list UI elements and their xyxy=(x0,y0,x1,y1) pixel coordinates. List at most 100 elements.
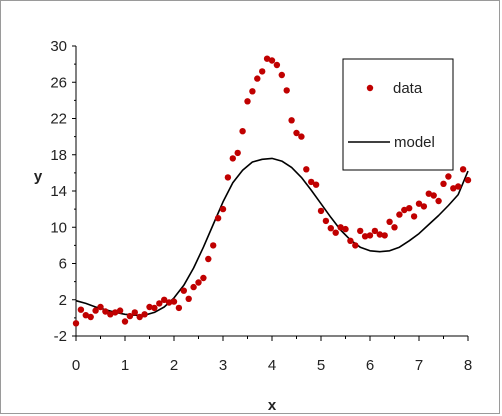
data-point xyxy=(165,299,173,306)
data-point xyxy=(464,176,472,184)
data-point xyxy=(195,279,202,286)
model-line xyxy=(75,157,469,317)
data-point xyxy=(371,227,379,235)
data-point xyxy=(401,206,408,214)
data-point xyxy=(249,88,256,95)
data-point xyxy=(244,98,251,105)
data-point xyxy=(327,225,334,232)
data-point xyxy=(185,295,192,302)
y-tick-label: 10 xyxy=(50,219,67,236)
data-point xyxy=(347,237,354,244)
data-point xyxy=(283,87,290,94)
data-point xyxy=(234,149,241,157)
x-tick-label: 7 xyxy=(415,357,423,374)
data-point xyxy=(352,242,359,249)
data-point xyxy=(332,229,339,236)
y-tick-label: 26 xyxy=(50,74,67,91)
data-point xyxy=(214,215,222,222)
data-point xyxy=(293,129,300,137)
y-tick-label: -2 xyxy=(54,328,67,345)
data-point xyxy=(210,242,217,249)
data-point xyxy=(219,205,227,213)
data-point xyxy=(102,308,109,315)
data-point xyxy=(190,283,197,291)
data-series xyxy=(72,55,472,327)
data-point xyxy=(342,225,349,233)
data-point xyxy=(455,183,462,190)
data-point xyxy=(303,166,310,173)
data-point xyxy=(357,227,364,235)
data-point xyxy=(229,155,236,162)
data-point xyxy=(288,117,295,124)
data-point xyxy=(200,274,207,282)
x-tick-label: 8 xyxy=(464,357,472,374)
data-point xyxy=(126,312,134,320)
model-series xyxy=(75,157,469,317)
data-point xyxy=(450,185,457,192)
data-point xyxy=(263,55,271,62)
x-axis-title: x xyxy=(268,397,277,414)
data-point xyxy=(396,211,403,218)
data-point xyxy=(259,68,266,75)
data-point xyxy=(170,298,178,305)
x-tick-label: 1 xyxy=(121,357,129,374)
data-point xyxy=(205,255,212,263)
data-point xyxy=(361,233,369,240)
data-point xyxy=(366,232,374,239)
data-point xyxy=(239,128,246,135)
data-point xyxy=(322,217,330,225)
data-point xyxy=(391,224,398,231)
data-point xyxy=(97,303,104,311)
data-point xyxy=(180,287,187,294)
data-point xyxy=(116,307,124,314)
data-point xyxy=(131,309,138,316)
data-point xyxy=(381,232,388,239)
data-point xyxy=(435,197,442,205)
x-tick-label: 5 xyxy=(317,357,325,374)
data-point xyxy=(415,200,423,207)
data-point xyxy=(254,75,261,82)
data-point xyxy=(445,173,452,180)
data-point xyxy=(107,311,114,318)
y-tick-label: 18 xyxy=(50,147,67,164)
y-tick-label: 14 xyxy=(50,183,67,200)
data-point xyxy=(82,312,90,319)
legend-data-marker xyxy=(366,84,374,92)
data-point xyxy=(224,174,232,181)
data-point xyxy=(72,320,80,327)
data-point xyxy=(161,296,168,303)
y-tick-label: 2 xyxy=(59,292,67,309)
data-point xyxy=(376,231,383,238)
data-point xyxy=(430,192,437,199)
data-point xyxy=(121,318,129,325)
y-tick-label: 6 xyxy=(59,256,67,273)
data-point xyxy=(112,309,119,316)
x-tick-label: 2 xyxy=(170,357,178,374)
data-point xyxy=(410,213,418,220)
data-point xyxy=(459,166,467,173)
y-tick-label: 22 xyxy=(50,111,67,128)
data-point xyxy=(317,207,325,215)
y-axis-title: y xyxy=(34,168,43,185)
data-point xyxy=(151,304,158,312)
data-point xyxy=(278,71,285,79)
legend-box xyxy=(342,58,454,171)
y-tick-label: 30 xyxy=(50,38,67,55)
data-point xyxy=(273,61,281,69)
x-tick-label: 4 xyxy=(268,357,276,374)
data-point xyxy=(92,307,99,314)
data-point xyxy=(298,133,305,140)
data-point xyxy=(136,313,143,321)
legend: data model xyxy=(342,58,454,171)
data-point xyxy=(156,300,163,307)
legend-data-label: data xyxy=(393,80,423,97)
data-point xyxy=(141,311,148,318)
x-tick-label: 3 xyxy=(219,357,227,374)
data-point xyxy=(87,313,94,321)
data-point xyxy=(440,180,447,187)
x-tick-label: 6 xyxy=(366,357,374,374)
data-point xyxy=(308,178,315,186)
data-point xyxy=(406,205,413,212)
